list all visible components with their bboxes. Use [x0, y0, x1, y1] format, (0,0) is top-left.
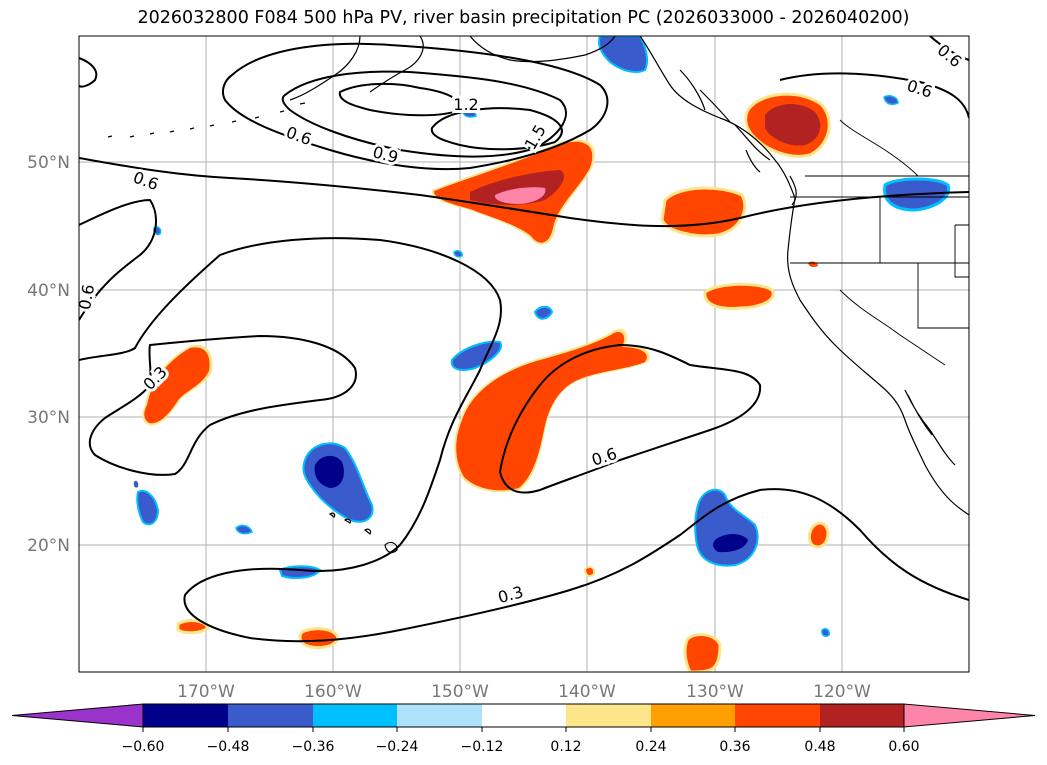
- colorbar-segment: [482, 704, 566, 727]
- positive-anomaly-region: [298, 627, 340, 650]
- pv-contours: [79, 36, 969, 643]
- negative-anomaly-region: [713, 534, 748, 553]
- positive-anomaly-region: [660, 186, 747, 238]
- colorbar-tick-label: −0.12: [461, 739, 504, 755]
- colorbar-segment: [820, 704, 904, 727]
- latitude-labels: 50°N 40°N 30°N 20°N: [27, 153, 70, 556]
- coastlines: [107, 36, 969, 554]
- colorbar-segment: [313, 704, 397, 727]
- negative-anomaly-region: [533, 305, 554, 320]
- colorbar-segment: [397, 704, 482, 727]
- positive-anomaly-region: [683, 633, 722, 672]
- precipitation-fill: [133, 36, 951, 672]
- lat-label-40n: 40°N: [27, 281, 70, 301]
- lon-label-160w: 160°W: [304, 682, 362, 702]
- colorbar-segment: [228, 704, 313, 727]
- colorbar-tick-label: −0.48: [207, 739, 250, 755]
- negative-anomaly-region: [883, 95, 899, 106]
- negative-anomaly-region: [235, 524, 253, 535]
- colorbar-tick-label: 0.36: [719, 739, 750, 755]
- colorbar-tick-labels: −0.60 −0.48 −0.36 −0.24 −0.12 0.12 0.24 …: [122, 739, 920, 755]
- lon-label-130w: 130°W: [686, 682, 744, 702]
- lat-label-30n: 30°N: [27, 408, 70, 428]
- positive-anomaly-region: [144, 347, 210, 424]
- positive-anomaly-region: [765, 104, 821, 146]
- chart-title: 2026032800 F084 500 hPa PV, river basin …: [137, 8, 910, 28]
- positive-anomaly-region: [583, 565, 596, 578]
- negative-anomaly-region: [133, 480, 139, 488]
- negative-anomaly-region: [314, 455, 344, 488]
- lon-label-140w: 140°W: [558, 682, 616, 702]
- lon-label-120w: 120°W: [813, 682, 871, 702]
- colorbar-segment: [651, 704, 735, 727]
- colorbar-extend-high: [903, 703, 1036, 728]
- positive-anomaly-region: [176, 619, 210, 635]
- colorbar-tick-label: 0.12: [550, 739, 581, 755]
- positive-anomaly-region: [703, 282, 775, 310]
- positive-anomaly-region: [494, 187, 546, 204]
- colorbar-tick-label: 0.48: [804, 739, 835, 755]
- colorbar: −0.60 −0.48 −0.36 −0.24 −0.12 0.12 0.24 …: [11, 703, 1036, 755]
- colorbar-tick-label: −0.60: [122, 739, 165, 755]
- colorbar-segment: [143, 704, 228, 727]
- colorbar-tick-label: −0.24: [376, 739, 419, 755]
- colorbar-tick-marks: [142, 727, 905, 732]
- negative-anomaly-region: [821, 628, 830, 637]
- lat-label-20n: 20°N: [27, 536, 70, 556]
- colorbar-tick-label: −0.36: [292, 739, 335, 755]
- longitude-labels: 170°W 160°W 150°W 140°W 130°W 120°W: [177, 682, 871, 702]
- colorbar-tick-label: 0.24: [635, 739, 666, 755]
- colorbar-segment: [566, 704, 651, 727]
- map-frame: [78, 35, 970, 673]
- colorbar-tick-label: 0.60: [888, 739, 919, 755]
- colorbar-extend-low: [11, 703, 144, 728]
- negative-anomaly-region: [136, 490, 160, 526]
- lon-label-170w: 170°W: [177, 682, 235, 702]
- colorbar-segment: [735, 704, 820, 727]
- negative-anomaly-region: [453, 250, 463, 258]
- contour-label: 1.2: [453, 95, 478, 114]
- lon-label-150w: 150°W: [431, 682, 489, 702]
- political-borders: [790, 119, 969, 366]
- positive-anomaly-region: [807, 521, 830, 549]
- lat-label-50n: 50°N: [27, 153, 70, 173]
- map-panel: 0.6 0.6 0.9 1.2 1.5 0.6 0.6 0.6 0.3 0.6 …: [79, 36, 969, 672]
